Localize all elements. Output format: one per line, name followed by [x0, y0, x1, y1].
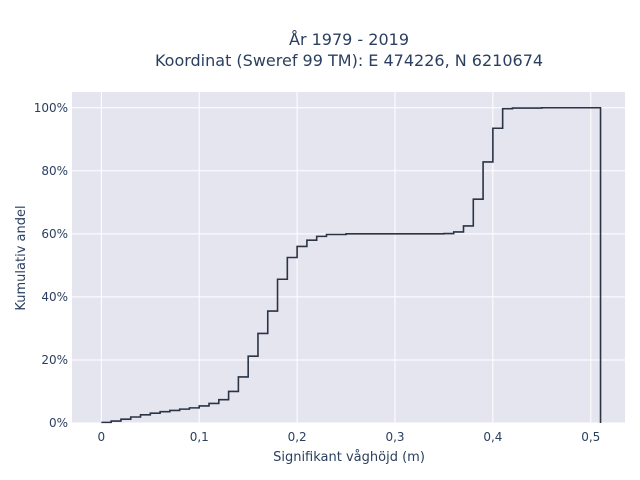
cdf-step-line [101, 106, 602, 424]
chart-title-line1: År 1979 - 2019 [289, 30, 409, 49]
plot-area [72, 92, 625, 423]
x-tick-label: 0,4 [483, 430, 502, 444]
x-tick-label: 0,3 [385, 430, 404, 444]
x-tick-label: 0,2 [288, 430, 307, 444]
y-tick-label: 40% [41, 290, 68, 304]
y-tick-label: 60% [41, 227, 68, 241]
y-tick-label: 0% [49, 416, 68, 430]
x-tick-label: 0 [98, 430, 106, 444]
grid-lines [72, 92, 625, 424]
y-tick-label: 100% [34, 101, 68, 115]
y-tick-label: 80% [41, 164, 68, 178]
x-axis-ticks: 0 0,1 0,2 0,3 0,4 0,5 [98, 430, 601, 444]
y-tick-label: 20% [41, 353, 68, 367]
x-tick-label: 0,1 [190, 430, 209, 444]
x-tick-label: 0,5 [581, 430, 600, 444]
y-axis-ticks: 0% 20% 40% 60% 80% 100% [34, 101, 68, 430]
chart-title-line2: Koordinat (Sweref 99 TM): E 474226, N 62… [155, 51, 543, 70]
y-axis-label: Kumulativ andel [14, 205, 29, 310]
x-axis-label: Signifikant våghöjd (m) [273, 450, 425, 465]
